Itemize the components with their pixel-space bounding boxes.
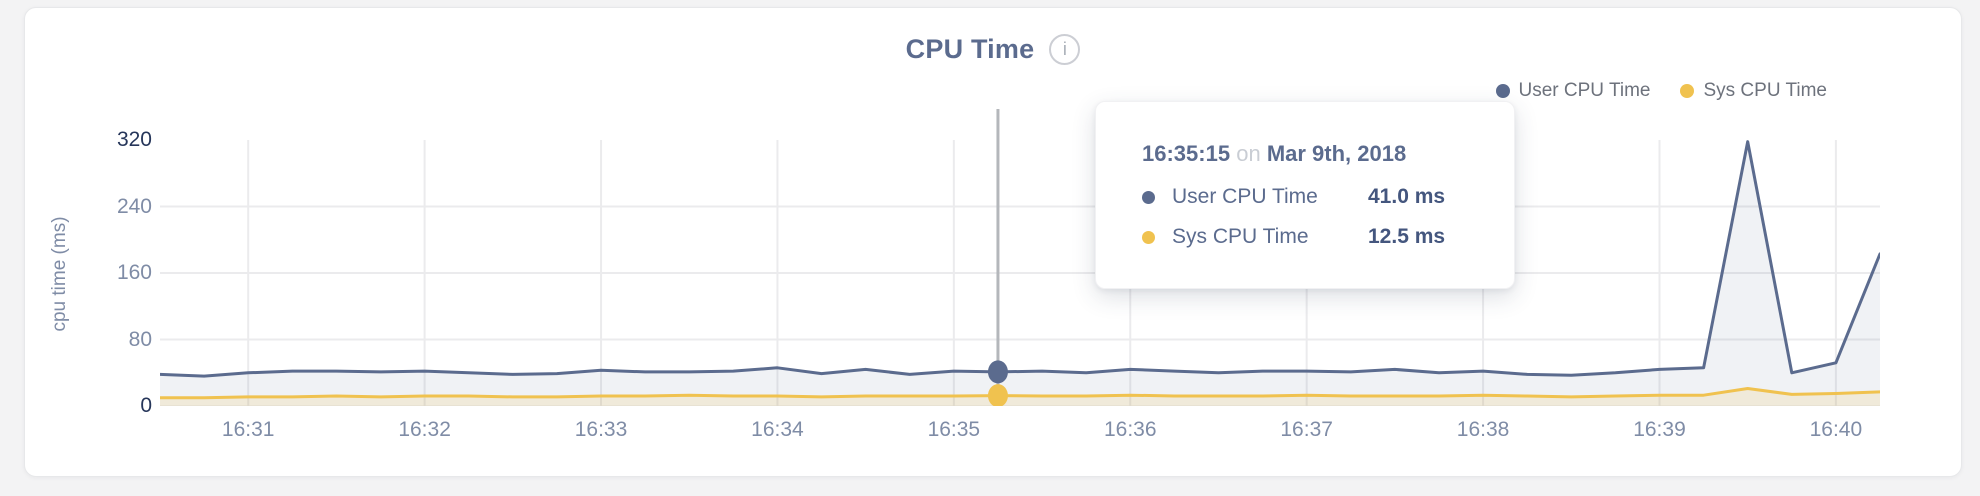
series-line-user xyxy=(160,140,1880,378)
info-icon[interactable]: i xyxy=(1049,34,1081,65)
x-tick-label: 16:35 xyxy=(927,418,981,441)
tooltip-connector: on xyxy=(1236,141,1261,166)
legend-label-sys: Sys CPU Time xyxy=(1703,80,1827,101)
hover-tooltip: 16:35:15 on Mar 9th, 2018 User CPU Time … xyxy=(1095,101,1515,289)
x-tick-label: 16:38 xyxy=(1456,418,1510,441)
tooltip-row-user: User CPU Time 41.0 ms xyxy=(1142,182,1514,212)
tooltip-dot-sys-icon xyxy=(1142,230,1155,244)
legend-item-sys-cpu-time[interactable]: Sys CPU Time xyxy=(1680,80,1827,102)
chart-header: CPU Time i xyxy=(25,34,1961,65)
legend-label-user: User CPU Time xyxy=(1518,80,1651,101)
tooltip-dot-user-icon xyxy=(1142,190,1155,204)
page-title: CPU Time xyxy=(905,34,1035,64)
x-tick-label: 16:36 xyxy=(1103,418,1157,441)
hover-point-user xyxy=(987,360,1008,384)
tooltip-row-sys: Sys CPU Time 12.5 ms xyxy=(1142,222,1514,252)
x-tick-label: 16:33 xyxy=(574,418,628,441)
legend-dot-sys-icon xyxy=(1680,84,1695,98)
y-tick-label: 0 xyxy=(140,394,152,417)
y-tick-label: 80 xyxy=(128,327,152,351)
y-axis-title: cpu time (ms) xyxy=(49,216,70,332)
x-tick-label: 16:40 xyxy=(1809,418,1863,441)
hover-point-sys xyxy=(987,384,1008,406)
x-tick-label: 16:32 xyxy=(398,418,451,441)
series-line-sys xyxy=(160,387,1880,400)
tooltip-time: 16:35:15 xyxy=(1142,141,1231,166)
legend-item-user-cpu-time[interactable]: User CPU Time xyxy=(1495,80,1651,102)
x-tick-label: 16:37 xyxy=(1280,418,1333,441)
area-fill-user xyxy=(160,141,1880,406)
legend: User CPU Time Sys CPU Time xyxy=(1495,80,1827,102)
y-tick-label: 160 xyxy=(116,261,152,284)
tooltip-value-user: 41.0 ms xyxy=(1368,185,1446,208)
x-tick-label: 16:31 xyxy=(221,418,275,441)
tooltip-header: 16:35:15 on Mar 9th, 2018 xyxy=(1142,140,1514,168)
tooltip-label-user: User CPU Time xyxy=(1172,185,1318,208)
legend-dot-user-icon xyxy=(1495,84,1510,98)
tooltip-label-sys: Sys CPU Time xyxy=(1172,225,1309,248)
tooltip-value-sys: 12.5 ms xyxy=(1368,225,1446,248)
chart-card: CPU Time i User CPU Time Sys CPU Time cp… xyxy=(24,7,1962,477)
y-tick-label: 320 xyxy=(116,128,152,151)
tooltip-date: Mar 9th, 2018 xyxy=(1266,141,1407,166)
cpu-time-plot[interactable] xyxy=(160,109,1880,406)
x-tick-label: 16:39 xyxy=(1633,418,1686,441)
y-tick-label: 240 xyxy=(116,194,152,218)
x-tick-label: 16:34 xyxy=(751,418,804,441)
